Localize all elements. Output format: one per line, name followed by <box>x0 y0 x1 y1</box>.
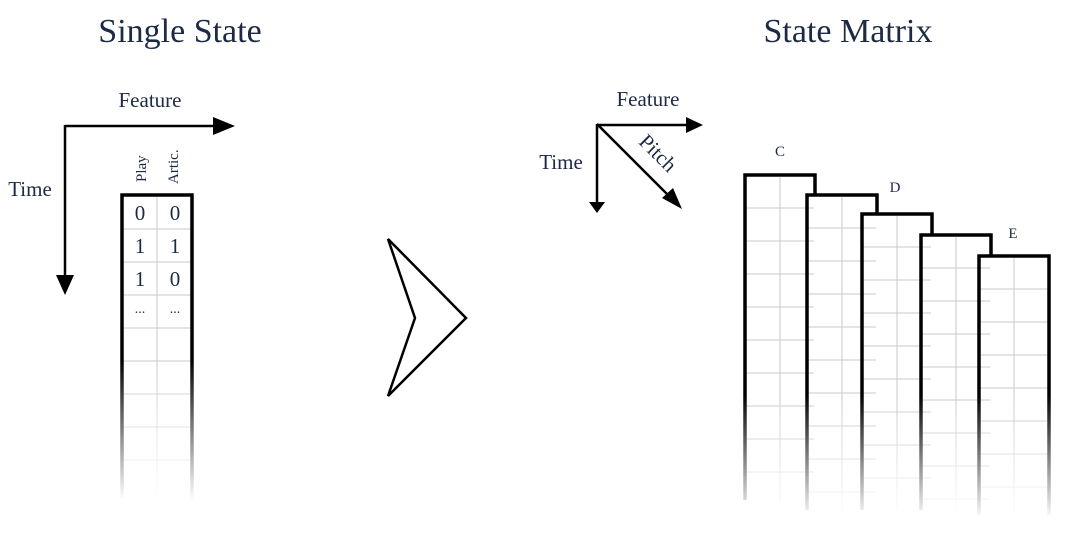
state-matrix-title: State Matrix <box>763 13 932 50</box>
note-label-c: C <box>775 144 785 160</box>
transform-arrow-icon <box>386 238 468 397</box>
table-cell: 0 <box>170 267 181 291</box>
table-cell: 0 <box>170 201 181 225</box>
pitch-column-border <box>977 254 1051 515</box>
pitch-column-border <box>805 193 879 510</box>
table-cell: 1 <box>170 234 181 258</box>
right-stack-gridlines <box>746 177 1048 515</box>
table-cell-ellipsis: ... <box>170 302 181 317</box>
right-axes: Feature Time Pitch <box>539 87 703 213</box>
right-feature-label: Feature <box>617 87 680 111</box>
table-cell-ellipsis: ... <box>135 302 146 317</box>
right-pitch-axis-line <box>596 123 670 197</box>
right-time-label: Time <box>539 150 583 174</box>
single-state-table-border <box>120 193 194 500</box>
table-cell: 1 <box>135 267 146 291</box>
left-feature-arrow-head <box>213 117 235 135</box>
single-state-panel: Single State Feature Time Play Artic. 0 … <box>8 13 262 500</box>
right-time-arrow-head <box>589 202 605 213</box>
single-state-table <box>120 193 194 500</box>
right-feature-arrow-head <box>686 117 703 133</box>
pitch-column-border <box>919 233 993 510</box>
single-state-title: Single State <box>98 13 261 50</box>
state-matrix-panel: State Matrix Feature Time Pitch C D E <box>539 13 1051 515</box>
table-cell: 1 <box>135 234 146 258</box>
left-feature-label: Feature <box>119 88 182 112</box>
right-pitch-arrow-head <box>662 188 682 209</box>
table-cell: 0 <box>135 201 146 225</box>
left-time-arrow-head <box>56 275 74 295</box>
pitch-column-border <box>743 173 817 500</box>
pitch-state-stack <box>743 173 1051 515</box>
note-label-e: E <box>1008 226 1017 242</box>
left-table-gridlines <box>123 196 191 500</box>
single-state-values: 0 0 1 1 1 0 ... ... <box>135 201 181 317</box>
left-time-label: Time <box>8 177 52 201</box>
column-header-artic: Artic. <box>166 149 182 184</box>
note-label-d: D <box>890 180 901 196</box>
column-header-play: Play <box>134 155 150 182</box>
left-axes: Feature Time <box>8 88 235 295</box>
pitch-column-border <box>860 212 934 510</box>
